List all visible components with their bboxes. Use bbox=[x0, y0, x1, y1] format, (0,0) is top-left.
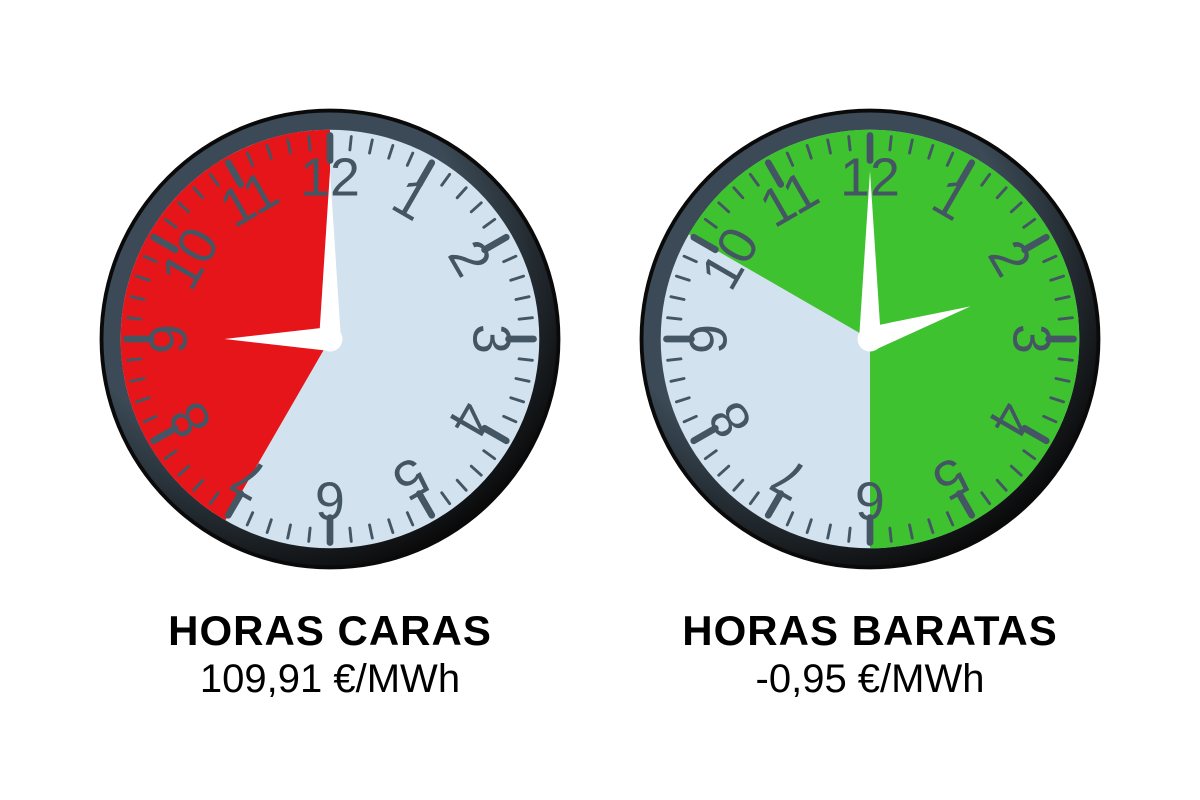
cheap-price: -0,95 €/MWh bbox=[682, 657, 1057, 702]
svg-text:6: 6 bbox=[315, 470, 345, 530]
svg-text:6: 6 bbox=[855, 470, 885, 530]
expensive-price: 109,91 €/MWh bbox=[168, 657, 492, 702]
expensive-hours-clock: 123456789101112 bbox=[90, 99, 570, 579]
svg-text:3: 3 bbox=[461, 324, 521, 354]
expensive-hours-unit: 123456789101112 HORAS CARAS 109,91 €/MWh bbox=[90, 99, 570, 702]
svg-text:3: 3 bbox=[1001, 324, 1061, 354]
cheap-caption: HORAS BARATAS -0,95 €/MWh bbox=[682, 607, 1057, 702]
expensive-title: HORAS CARAS bbox=[168, 607, 492, 655]
svg-text:9: 9 bbox=[139, 324, 199, 354]
cheap-hours-clock: 123456789101112 bbox=[630, 99, 1110, 579]
svg-text:9: 9 bbox=[679, 324, 739, 354]
cheap-hours-unit: 123456789101112 HORAS BARATAS -0,95 €/MW… bbox=[630, 99, 1110, 702]
cheap-title: HORAS BARATAS bbox=[682, 607, 1057, 655]
expensive-caption: HORAS CARAS 109,91 €/MWh bbox=[168, 607, 492, 702]
